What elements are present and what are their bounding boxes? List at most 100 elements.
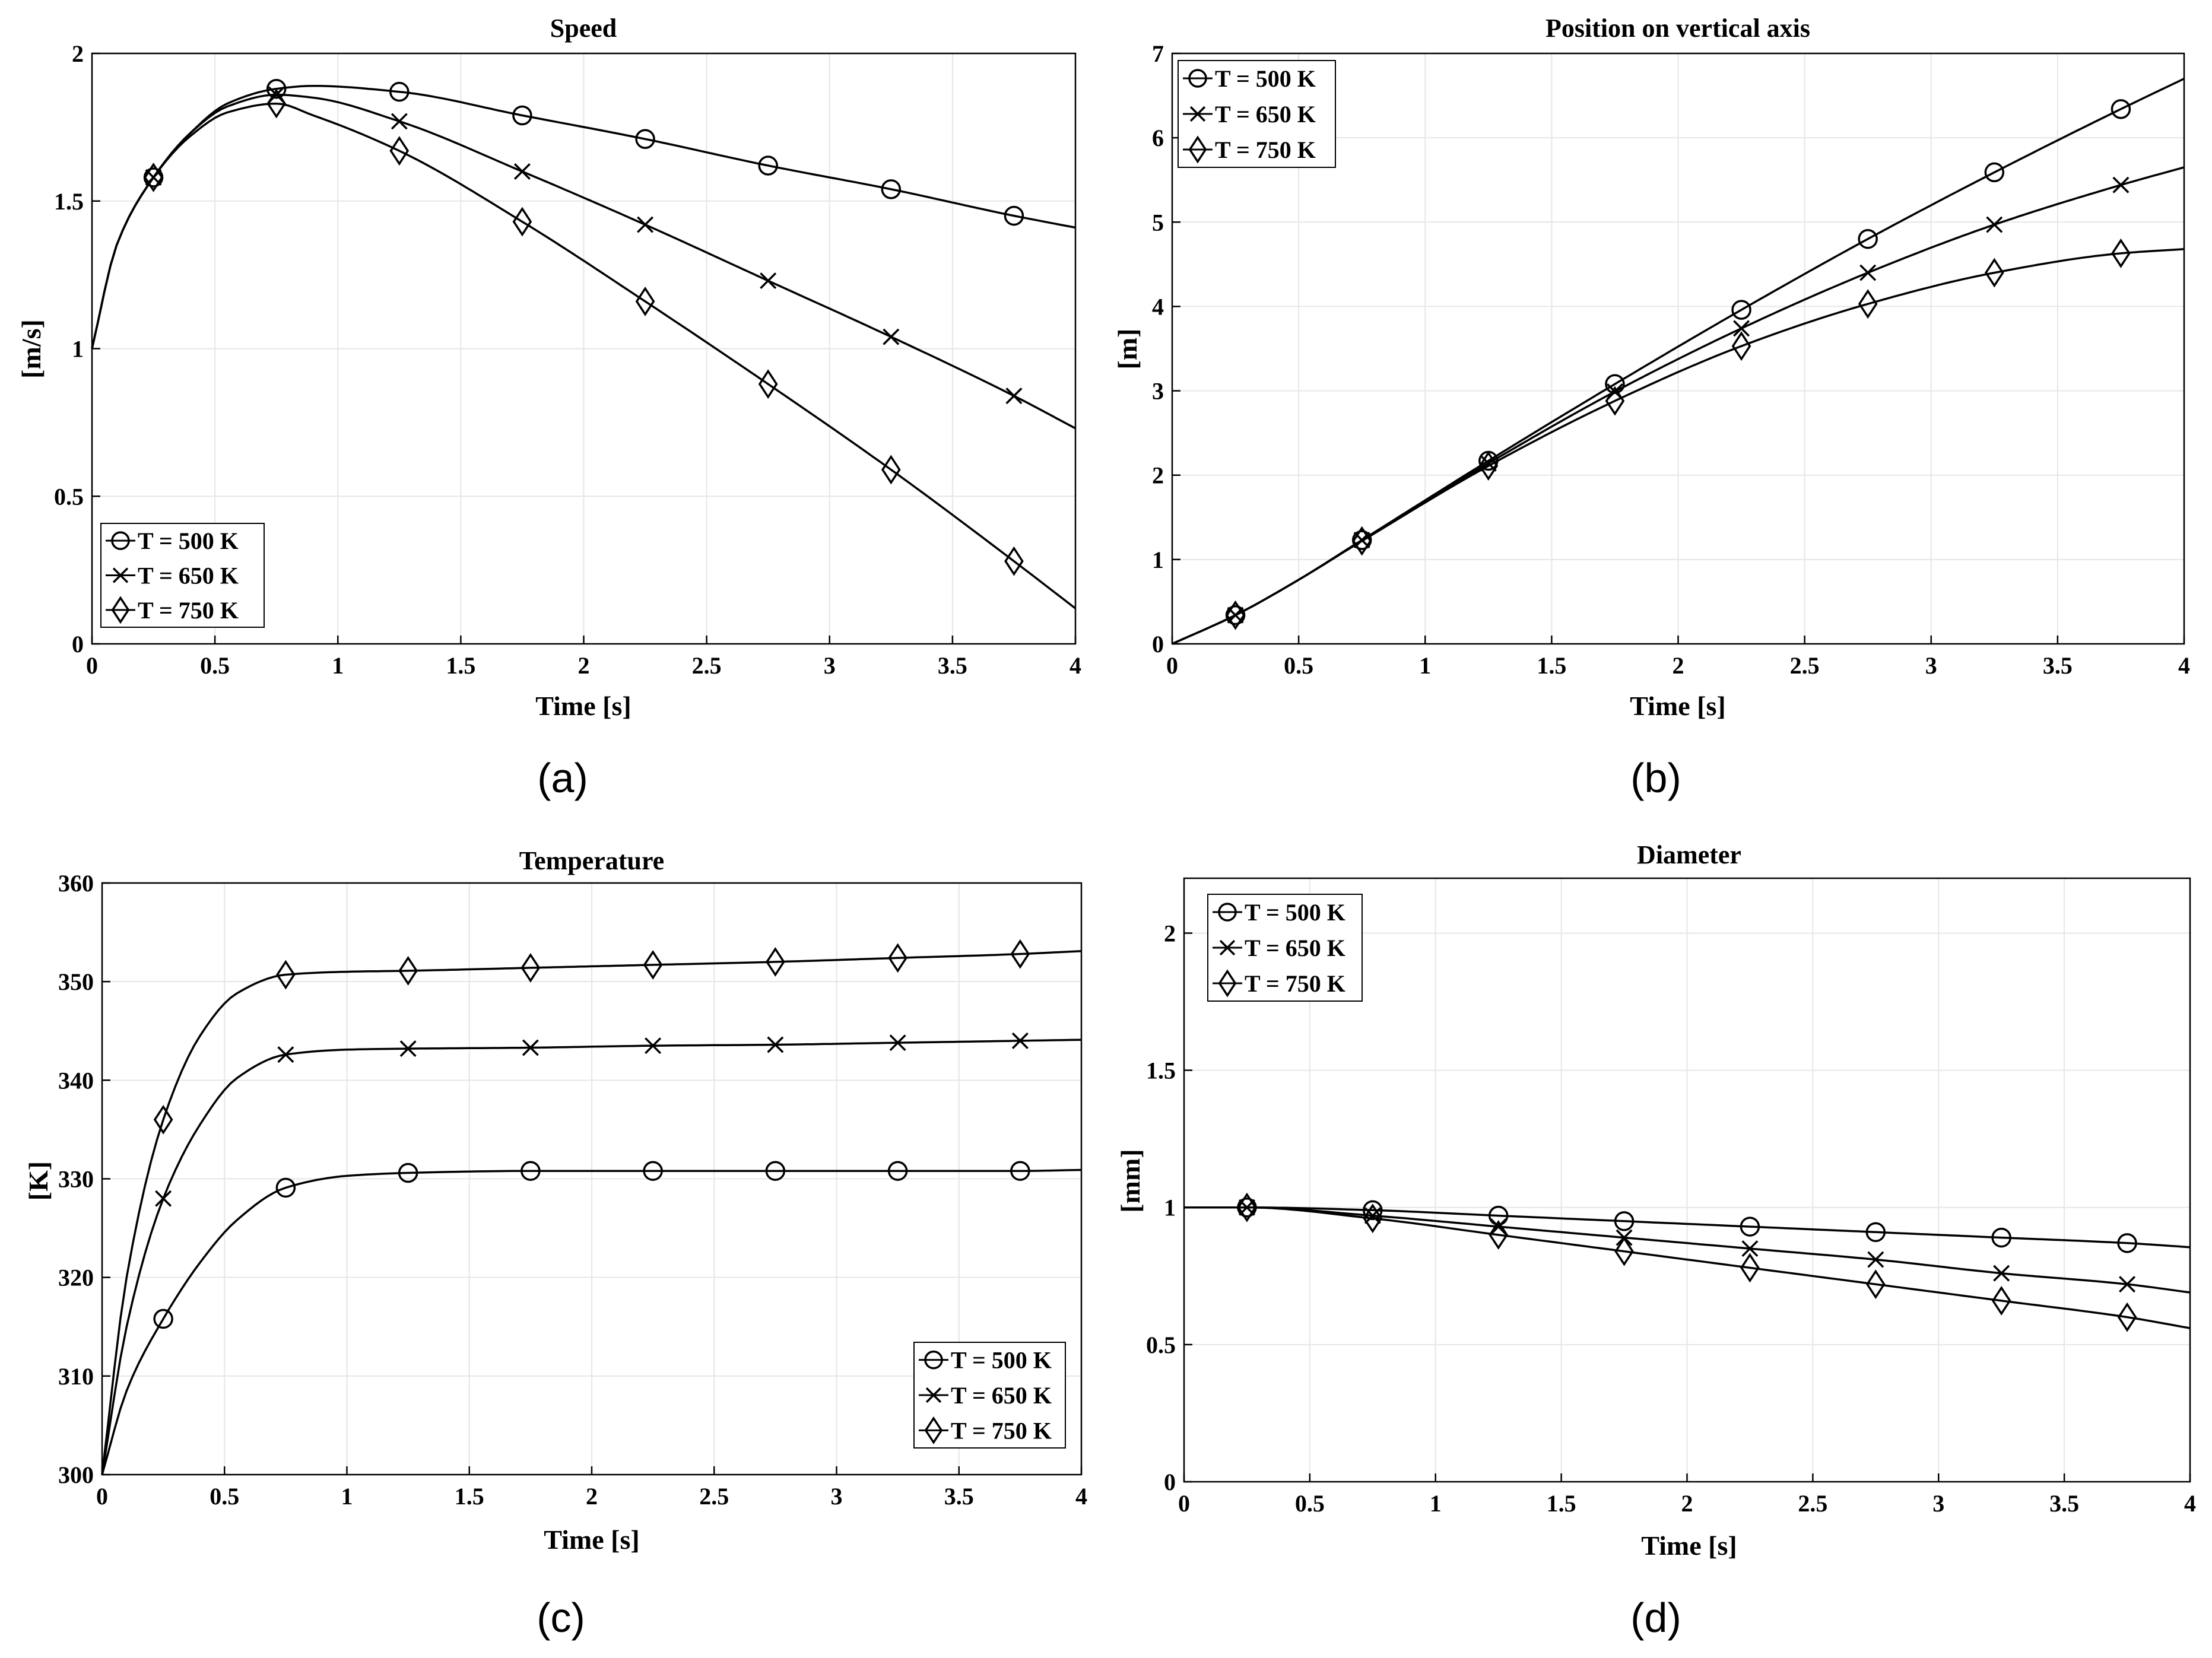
chart-c-ytick-label: 300 bbox=[58, 1462, 94, 1488]
chart-b-ytick-label: 4 bbox=[1152, 293, 1164, 320]
chart-a-plot: 0 0.5 1 1.5 2 2.5 3 3.5 4 0 0.5 1 1.5 2 T = 500 K T = 6… bbox=[54, 40, 1081, 679]
chart-b-data-point bbox=[1605, 386, 1625, 416]
chart-a-data-point bbox=[881, 455, 901, 485]
chart-a-legend: T = 500 K T = 650 K T = 750 K bbox=[100, 523, 265, 628]
chart-b-ytick-label: 2 bbox=[1152, 462, 1164, 489]
chart-c-data-point bbox=[887, 1161, 908, 1181]
chart-a-data-point bbox=[758, 155, 778, 176]
chart-d-legend: T = 500 K T = 650 K T = 750 K bbox=[1207, 894, 1363, 1002]
chart-a-title: Speed bbox=[550, 14, 617, 43]
chart-d-panel-label: (d) bbox=[1630, 1595, 1681, 1641]
chart-d-data-point bbox=[1237, 1192, 1257, 1222]
chart-d-xtick-label: 1 bbox=[1430, 1490, 1442, 1517]
chart-c-plot: 0 0.5 1 1.5 2 2.5 3 3.5 4 300 310 320 330 340 350 360 T … bbox=[58, 870, 1087, 1510]
chart-c-xtick-label: 2.5 bbox=[699, 1483, 729, 1510]
chart-a-xtick-label: 0 bbox=[86, 652, 98, 679]
chart-a-ytick-label: 1.5 bbox=[54, 188, 84, 215]
chart-c-ytick-label: 330 bbox=[58, 1166, 94, 1193]
chart-c-data-point bbox=[276, 960, 296, 990]
chart-a-data-point bbox=[144, 163, 163, 192]
chart-d-data-point bbox=[1867, 1251, 1884, 1268]
chart-c-series-line bbox=[101, 1038, 1082, 1475]
chart-a: Speed Time [s] [m/s] (a) bbox=[16, 14, 631, 801]
chart-d-xtick-label: 3.5 bbox=[2049, 1490, 2079, 1517]
chart-c-data-point bbox=[521, 1161, 541, 1181]
chart-c-data-point bbox=[521, 952, 541, 983]
chart-d-series-line bbox=[1184, 1206, 2191, 1294]
chart-c-data-point bbox=[522, 1039, 539, 1056]
chart-d-legend-marker bbox=[1218, 903, 1237, 922]
chart-b-legend-label: T = 750 K bbox=[1215, 136, 1316, 163]
chart-d-ytick-label: 2 bbox=[1164, 920, 1176, 946]
chart-c-xtick-label: 0.5 bbox=[210, 1483, 239, 1510]
chart-b-data-point bbox=[1858, 289, 1878, 319]
chart-b-xlabel: Time [s] bbox=[1630, 691, 1725, 721]
chart-b-data-point bbox=[1352, 526, 1372, 556]
chart-d-xtick-label: 0.5 bbox=[1295, 1490, 1325, 1517]
chart-d-data-point bbox=[2117, 1302, 2137, 1332]
chart-d-data-point bbox=[1488, 1205, 1509, 1226]
chart-c-data-point bbox=[766, 946, 785, 977]
chart-b-series-line bbox=[1172, 248, 2185, 645]
chart-b-data-point bbox=[1733, 320, 1750, 337]
chart-a-data-point bbox=[512, 207, 532, 237]
chart-a-data-point bbox=[266, 78, 287, 99]
chart-c-data-point bbox=[277, 1046, 294, 1063]
chart-c-ytick-label: 340 bbox=[58, 1067, 94, 1094]
chart-a-series-line bbox=[91, 102, 1077, 609]
chart-c-series-line bbox=[101, 949, 1082, 1475]
chart-c: Temperature Time [s] [K] (c) bbox=[23, 846, 664, 1641]
chart-a-ytick-label: 2 bbox=[72, 40, 84, 67]
chart-a-xtick-label: 3 bbox=[824, 652, 836, 679]
chart-d-ytick-label: 1.5 bbox=[1146, 1057, 1176, 1084]
chart-d-data-point bbox=[1740, 1216, 1760, 1237]
chart-a-xtick-label: 3.5 bbox=[938, 652, 967, 679]
chart-c-data-point bbox=[643, 949, 663, 980]
chart-c-data-point bbox=[399, 1040, 417, 1057]
chart-a-legend-marker bbox=[111, 596, 130, 624]
chart-d-data-point bbox=[2119, 1276, 2136, 1293]
chart-c-xtick-label: 4 bbox=[1075, 1483, 1087, 1510]
chart-c-legend-label: T = 750 K bbox=[951, 1417, 1052, 1444]
chart-c-series-line bbox=[101, 1168, 1082, 1475]
chart-b-data-point bbox=[1478, 451, 1499, 481]
chart-d-data-point bbox=[1993, 1265, 2010, 1282]
chart-a-xtick-label: 2.5 bbox=[692, 652, 722, 679]
chart-b-xtick-label: 1.5 bbox=[1537, 652, 1566, 679]
chart-b-plot: 0 0.5 1 1.5 2 2.5 3 3.5 4 0 1 2 3 4 5 6 7 T = 500 K T = 65… bbox=[1152, 40, 2190, 679]
chart-b-data-point bbox=[1226, 600, 1245, 630]
chart-d-ytick-label: 0 bbox=[1164, 1469, 1176, 1495]
chart-a-legend-marker bbox=[112, 567, 129, 583]
chart-b-xtick-label: 0 bbox=[1166, 652, 1178, 679]
chart-a-data-point bbox=[1005, 387, 1023, 405]
chart-a-data-point bbox=[758, 369, 778, 399]
chart-a-series-line bbox=[91, 93, 1076, 430]
chart-b: Position on vertical axis Time [s] [m] (… bbox=[1112, 14, 1810, 801]
chart-d-legend-label: T = 750 K bbox=[1245, 970, 1345, 997]
chart-c-legend-marker bbox=[924, 1416, 943, 1444]
chart-c-data-point bbox=[889, 1034, 906, 1052]
chart-c-ylabel: [K] bbox=[23, 1161, 53, 1200]
chart-b-data-point bbox=[1858, 228, 1878, 249]
chart-d-xtick-label: 0 bbox=[1178, 1490, 1190, 1517]
chart-d-data-point bbox=[1865, 1269, 1886, 1300]
chart-c-legend-marker bbox=[925, 1387, 942, 1403]
chart-d-data-point bbox=[2117, 1233, 2137, 1253]
chart-b-data-point bbox=[2111, 99, 2131, 119]
chart-a-xlabel: Time [s] bbox=[535, 691, 631, 721]
chart-a-data-point bbox=[637, 216, 654, 233]
chart-c-xtick-label: 1 bbox=[341, 1483, 353, 1510]
chart-a-ytick-label: 1 bbox=[72, 336, 84, 363]
chart-d-xtick-label: 2 bbox=[1681, 1490, 1693, 1517]
chart-a-data-point bbox=[1004, 205, 1024, 226]
chart-b-legend-marker bbox=[1188, 135, 1207, 164]
chart-c-legend-marker bbox=[924, 1350, 943, 1370]
chart-b-panel-label: (b) bbox=[1630, 755, 1681, 801]
chart-b-legend-marker bbox=[1188, 69, 1207, 88]
chart-b-ytick-label: 0 bbox=[1152, 631, 1164, 658]
chart-d-legend-marker bbox=[1219, 939, 1236, 956]
chart-d-xtick-label: 2.5 bbox=[1798, 1490, 1827, 1517]
chart-d-ytick-label: 1 bbox=[1164, 1195, 1176, 1221]
